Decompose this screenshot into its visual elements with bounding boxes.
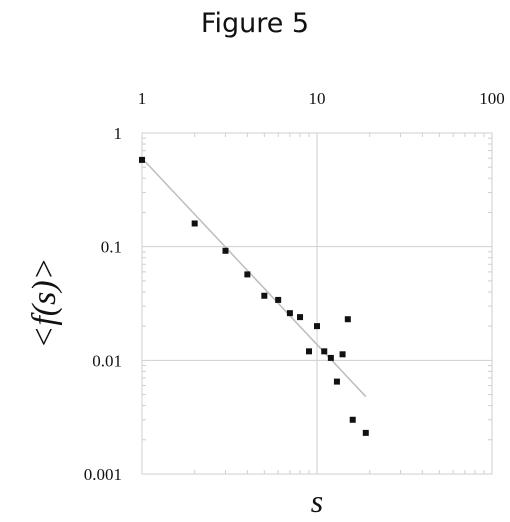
data-point [275,296,282,303]
grid-layer [141,132,493,475]
points-layer [139,156,369,436]
y-tick-label: 0.001 [84,465,122,484]
data-point [362,429,369,436]
data-point [327,354,334,361]
data-point [321,348,328,355]
figure-title: Figure 5 [200,8,310,39]
data-point [244,271,251,278]
y-tick-label: 0.1 [101,238,122,257]
x-tick-label: 100 [479,89,505,108]
x-tick-label: 10 [309,89,326,108]
data-point [333,378,340,385]
data-point [286,310,293,317]
data-point [349,416,356,423]
x-tick-labels: 1 10 100 [138,89,505,108]
y-axis-title: <f(s)> [26,257,63,348]
x-tick-label: 1 [138,89,147,108]
data-point [191,220,198,227]
data-point [222,247,229,254]
data-point [339,351,346,358]
y-tick-label: 1 [114,124,123,143]
x-axis-title: s [311,483,323,519]
data-point [305,348,312,355]
data-point [344,316,351,323]
data-point [297,314,304,321]
data-point [139,156,145,163]
y-tick-label: 0.01 [92,351,122,370]
data-point [314,323,320,330]
data-point [261,292,268,299]
y-tick-labels: 1 0.1 0.01 0.001 [84,124,122,484]
